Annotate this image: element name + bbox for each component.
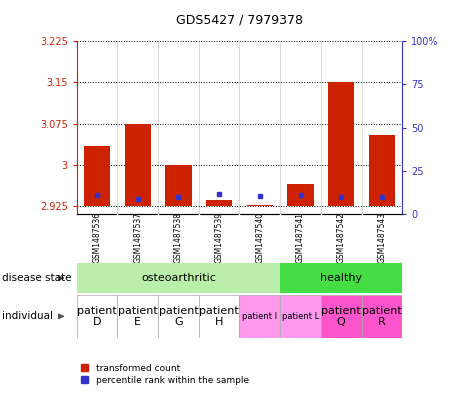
Text: patient
Q: patient Q: [321, 306, 361, 327]
Text: GSM1487542: GSM1487542: [337, 212, 345, 263]
Bar: [328, 83, 354, 206]
Bar: [199, 295, 239, 338]
Bar: [280, 263, 402, 293]
Text: healthy: healthy: [320, 273, 362, 283]
Bar: [77, 263, 280, 293]
Bar: [239, 295, 280, 338]
Text: GSM1487539: GSM1487539: [215, 212, 224, 263]
Text: osteoarthritic: osteoarthritic: [141, 273, 216, 283]
Bar: [369, 134, 395, 206]
Text: GSM1487540: GSM1487540: [255, 212, 264, 263]
Bar: [361, 295, 402, 338]
Text: patient
H: patient H: [199, 306, 239, 327]
Text: GSM1487537: GSM1487537: [133, 212, 142, 263]
Bar: [287, 184, 314, 206]
Text: patient
E: patient E: [118, 306, 158, 327]
Text: patient
D: patient D: [77, 306, 117, 327]
Text: disease state: disease state: [2, 273, 72, 283]
Text: patient I: patient I: [242, 312, 278, 321]
Text: individual: individual: [2, 311, 53, 321]
Text: GSM1487536: GSM1487536: [93, 212, 101, 263]
Text: patient
R: patient R: [362, 306, 402, 327]
Bar: [165, 165, 192, 206]
Bar: [206, 200, 232, 206]
Bar: [84, 145, 110, 206]
Bar: [321, 295, 361, 338]
Bar: [158, 295, 199, 338]
Bar: [125, 124, 151, 206]
Bar: [246, 205, 273, 206]
Text: GSM1487541: GSM1487541: [296, 212, 305, 263]
Bar: [280, 295, 321, 338]
Text: GDS5427 / 7979378: GDS5427 / 7979378: [176, 14, 303, 27]
Text: patient
G: patient G: [159, 306, 198, 327]
Bar: [77, 295, 117, 338]
Text: GSM1487538: GSM1487538: [174, 212, 183, 263]
Bar: [117, 295, 158, 338]
Text: patient L: patient L: [282, 312, 319, 321]
Legend: transformed count, percentile rank within the sample: transformed count, percentile rank withi…: [81, 364, 249, 385]
Text: GSM1487543: GSM1487543: [378, 212, 386, 263]
